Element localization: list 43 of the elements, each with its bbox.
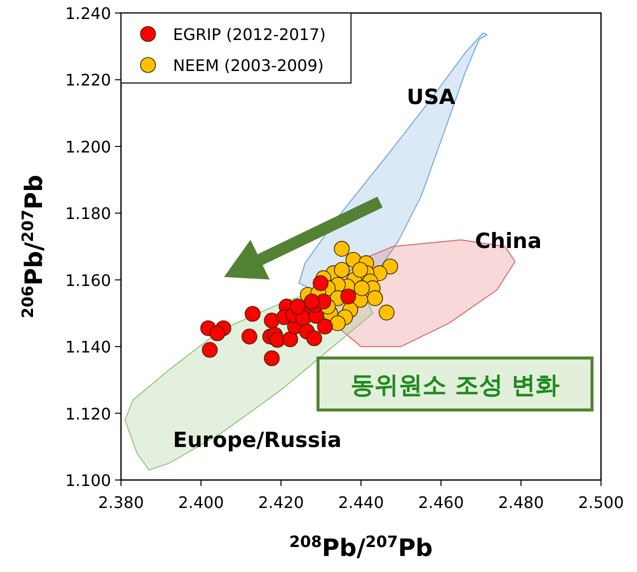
annotation: USA: [406, 85, 456, 110]
point: [330, 315, 346, 332]
y-tick-label: 1.140: [65, 338, 111, 357]
y-tick-label: 1.100: [65, 471, 111, 490]
point: [290, 298, 306, 314]
y-tick-label: 1.200: [65, 137, 111, 156]
annotation: China: [475, 229, 542, 253]
x-tick-label: 2.480: [498, 493, 544, 512]
x-tick-label: 2.440: [338, 493, 384, 512]
point: [334, 240, 350, 257]
point: [202, 342, 218, 358]
point: [264, 350, 280, 366]
point: [382, 258, 398, 274]
point: [378, 304, 394, 320]
point: [242, 328, 258, 344]
x-tick-label: 2.400: [178, 493, 224, 512]
point: [354, 280, 370, 296]
point: [317, 318, 333, 334]
point: [312, 275, 328, 292]
point: [210, 325, 226, 342]
x-tick-label: 2.380: [98, 493, 144, 512]
x-tick-label: 2.460: [418, 493, 464, 512]
point: [306, 330, 322, 346]
point: [352, 262, 368, 278]
legend-label: EGRIP (2012-2017): [173, 25, 326, 44]
point: [304, 294, 320, 310]
point: [367, 290, 383, 306]
point: [282, 331, 298, 348]
point: [340, 288, 356, 304]
y-tick-label: 1.160: [65, 270, 111, 290]
point: [334, 262, 350, 278]
y-tick-label: 1.220: [65, 70, 111, 90]
x-axis-title: $^{208}$Pb/$^{207}$Pb: [289, 533, 433, 562]
point: [270, 332, 286, 348]
y-tick-label: 1.180: [65, 204, 111, 224]
legend-label: NEEM (2003-2009): [173, 56, 324, 75]
x-tick-label: 2.500: [578, 493, 624, 512]
y-tick-label: 1.240: [65, 4, 111, 23]
y-tick-label: 1.120: [65, 404, 111, 424]
x-tick-label: 2.420: [258, 493, 304, 512]
point: [244, 306, 260, 322]
annotation: Europe/Russia: [173, 428, 342, 452]
annotation: 동위원소 조성 변화: [350, 371, 560, 399]
